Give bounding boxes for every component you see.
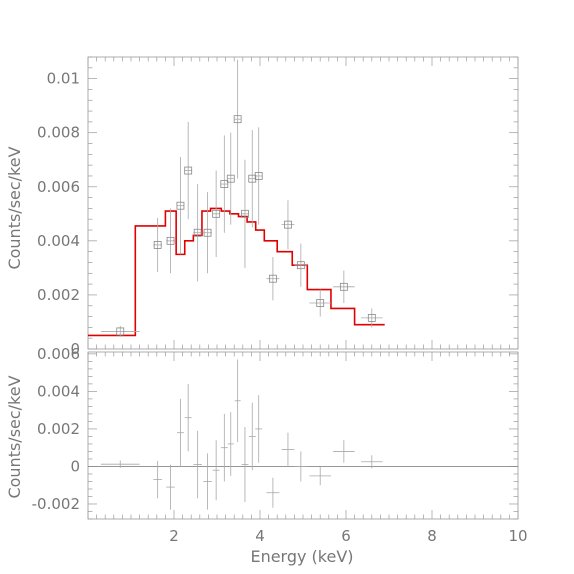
y-tick-label: 0.004 [37, 232, 80, 250]
data-point [177, 398, 184, 467]
data-point [361, 308, 383, 328]
data-point [294, 243, 308, 287]
data-point [166, 208, 175, 274]
x-tick-label: 6 [341, 527, 351, 545]
data-point [255, 395, 263, 463]
data-point [226, 132, 235, 225]
data-point [294, 451, 308, 482]
data-point [153, 460, 162, 499]
top-y-axis-label: Counts/sec/keV [5, 146, 24, 269]
data-point [333, 440, 355, 463]
data-point [241, 159, 249, 268]
data-point [193, 184, 202, 282]
data-point [212, 170, 221, 258]
square-marker [226, 174, 235, 183]
y-tick-label: 0 [70, 340, 80, 358]
data-point [361, 455, 383, 469]
square-marker [203, 228, 212, 237]
data-point [153, 217, 162, 272]
data-point [248, 402, 256, 471]
data-point [281, 432, 295, 467]
residuals-panel: -0.002 0 0.002 0.004 0.006 2 4 6 8 10 [32, 345, 528, 545]
data-point [220, 135, 229, 233]
data-point [281, 200, 295, 249]
data-point [100, 460, 140, 468]
square-marker [241, 209, 249, 218]
square-marker [193, 228, 202, 237]
data-point [184, 383, 192, 452]
y-tick-label: 0.002 [37, 420, 80, 438]
square-marker [339, 282, 348, 291]
data-point [203, 192, 212, 274]
data-point [184, 121, 193, 220]
y-tick-label: 0.008 [37, 124, 80, 142]
square-marker [268, 274, 277, 283]
x-tick-label: 10 [508, 527, 527, 545]
spectrum-panel: 0 0.002 0.004 0.006 0.008 0.01 [37, 56, 519, 358]
data-point [203, 453, 212, 510]
square-marker [153, 241, 162, 249]
data-point [266, 257, 280, 301]
square-marker [220, 180, 229, 188]
data-point [176, 157, 185, 255]
square-marker [176, 201, 185, 210]
square-marker [212, 209, 221, 218]
x-tick-label: 8 [427, 527, 437, 545]
model-curve [88, 207, 385, 337]
data-point [166, 464, 175, 510]
data-point [248, 130, 257, 228]
y-tick-label: 0.006 [37, 178, 80, 196]
y-tick-label: 0.004 [37, 382, 80, 400]
square-marker [296, 261, 305, 270]
y-tick-label: 0.01 [47, 70, 80, 88]
square-marker [367, 314, 376, 322]
y-tick-label: 0.002 [37, 286, 80, 304]
square-marker [316, 299, 325, 307]
square-marker [254, 172, 263, 180]
data-point [254, 127, 263, 225]
plot-frame [87, 351, 519, 520]
data-point [193, 430, 202, 499]
square-marker [284, 220, 292, 229]
square-marker [166, 236, 175, 245]
data-point [220, 413, 228, 482]
data-point [212, 440, 220, 501]
plot-frame [87, 56, 519, 350]
bottom-y-axis-label: Counts/sec/keV [5, 375, 24, 498]
data-point [333, 270, 355, 304]
square-marker [248, 174, 257, 183]
data-point [100, 326, 140, 337]
y-tick-label: -0.002 [32, 495, 80, 513]
x-axis-label: Energy (keV) [250, 547, 353, 566]
y-tick-label: 0.006 [37, 345, 80, 363]
x-tick-label: 4 [255, 527, 265, 545]
square-marker [233, 115, 242, 124]
x-tick-label: 2 [169, 527, 179, 545]
square-marker [116, 327, 125, 336]
data-point [233, 59, 242, 179]
data-point [309, 466, 331, 486]
data-point [241, 427, 249, 503]
square-marker [184, 166, 193, 175]
y-tick-label: 0 [70, 457, 80, 475]
data-point [266, 477, 280, 508]
data-point [234, 359, 241, 443]
data-point [227, 412, 234, 476]
data-point [309, 289, 331, 317]
